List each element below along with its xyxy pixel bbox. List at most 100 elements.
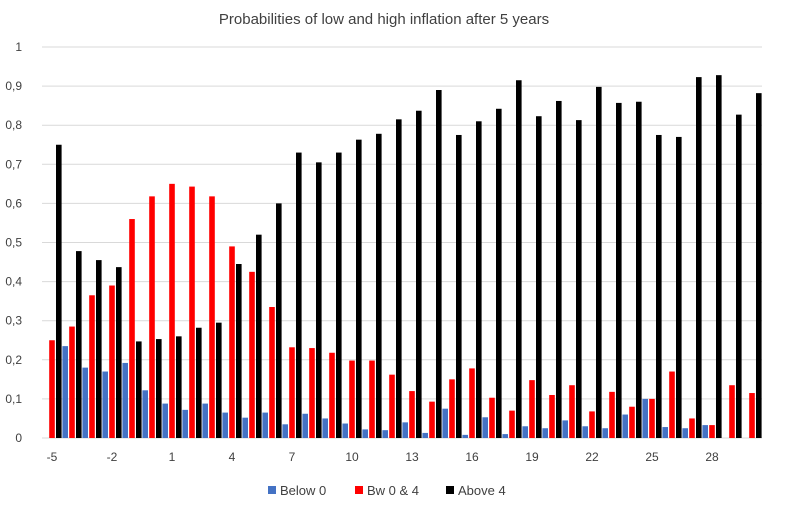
bar-above-4 [756, 93, 762, 438]
bar-bw-0-4 [449, 379, 455, 438]
bar-below-0 [162, 403, 168, 438]
bar-bw-0-4 [569, 385, 575, 438]
bar-below-0 [242, 417, 248, 438]
legend-label: Below 0 [280, 483, 326, 498]
bar-bw-0-4 [69, 326, 75, 438]
bar-bw-0-4 [309, 348, 315, 438]
bar-below-0 [342, 423, 348, 438]
bar-bw-0-4 [189, 186, 195, 438]
legend-swatch [446, 486, 454, 494]
bar-bw-0-4 [629, 406, 635, 438]
bar-below-0 [442, 408, 448, 438]
y-tick-label: 0,9 [5, 79, 22, 93]
bar-above-4 [716, 75, 722, 439]
bar-bw-0-4 [489, 397, 495, 438]
bar-below-0 [462, 434, 468, 438]
x-tick-label: -5 [47, 450, 58, 464]
bar-bw-0-4 [289, 347, 295, 438]
bar-below-0 [82, 367, 88, 438]
bar-below-0 [222, 412, 228, 438]
bar-above-4 [456, 134, 462, 438]
x-tick-label: 1 [169, 450, 176, 464]
bar-bw-0-4 [529, 380, 535, 438]
y-tick-label: 0,5 [5, 236, 22, 250]
bar-above-4 [476, 121, 482, 438]
bar-bw-0-4 [229, 246, 235, 438]
x-tick-label: 22 [585, 450, 599, 464]
bar-above-4 [276, 203, 282, 438]
bar-above-4 [96, 260, 102, 438]
x-tick-label: 4 [229, 450, 236, 464]
bar-below-0 [282, 424, 288, 438]
bar-above-4 [656, 134, 662, 438]
bar-above-4 [316, 162, 322, 438]
legend: Below 0 Bw 0 & 4 Above 4 [268, 483, 506, 498]
bar-below-0 [182, 409, 188, 438]
bar-bw-0-4 [169, 183, 175, 438]
bar-bw-0-4 [209, 196, 215, 438]
bar-bw-0-4 [589, 411, 595, 438]
bar-bw-0-4 [469, 368, 475, 438]
bar-bw-0-4 [129, 219, 135, 438]
bar-above-4 [76, 251, 82, 438]
legend-swatch [355, 486, 363, 494]
y-tick-label: 0 [15, 431, 22, 445]
bar-bw-0-4 [689, 418, 695, 438]
bar-below-0 [262, 412, 268, 438]
bar-above-4 [736, 114, 742, 438]
y-axis-ticks: 0 0,1 0,2 0,3 0,4 0,5 0,6 0,7 0,8 0,9 1 [5, 40, 22, 445]
bar-below-0 [322, 418, 328, 438]
y-tick-label: 0,3 [5, 314, 22, 328]
bar-bw-0-4 [49, 340, 55, 438]
bars [49, 75, 762, 439]
bar-bw-0-4 [729, 385, 735, 438]
bar-bw-0-4 [609, 391, 615, 438]
bar-below-0 [142, 390, 148, 438]
bar-below-0 [402, 422, 408, 438]
bar-above-4 [676, 136, 682, 438]
bar-above-4 [636, 101, 642, 439]
bar-bw-0-4 [509, 410, 515, 438]
bar-above-4 [216, 322, 222, 438]
bar-below-0 [682, 428, 688, 438]
bar-above-4 [196, 327, 202, 438]
bar-above-4 [556, 100, 562, 439]
y-tick-label: 0,6 [5, 196, 22, 210]
bar-below-0 [662, 427, 668, 438]
bar-above-4 [576, 120, 582, 439]
bar-above-4 [356, 139, 362, 439]
bar-below-0 [422, 432, 428, 438]
bar-below-0 [382, 430, 388, 438]
bar-below-0 [542, 428, 548, 438]
bar-above-4 [596, 86, 602, 438]
bar-bw-0-4 [409, 391, 415, 438]
bar-below-0 [122, 362, 128, 438]
bar-below-0 [482, 417, 488, 438]
bar-below-0 [622, 414, 628, 438]
bar-bw-0-4 [149, 196, 155, 438]
bar-above-4 [396, 119, 402, 438]
y-tick-label: 0,1 [5, 392, 22, 406]
x-tick-label: 16 [465, 450, 479, 464]
bar-below-0 [62, 346, 68, 438]
chart-title: Probabilities of low and high inflation … [219, 11, 549, 28]
bar-above-4 [516, 80, 522, 439]
bar-above-4 [296, 152, 302, 438]
bar-below-0 [302, 413, 308, 438]
bar-below-0 [602, 428, 608, 438]
bar-below-0 [502, 434, 508, 438]
x-tick-label: 13 [405, 450, 419, 464]
x-tick-label: 28 [705, 450, 719, 464]
bar-above-4 [256, 234, 262, 438]
bar-below-0 [642, 398, 648, 438]
x-tick-label: 25 [645, 450, 659, 464]
bar-below-0 [102, 371, 108, 438]
x-axis-ticks: -5 -2 1 4 7 10 13 16 19 22 25 28 [47, 450, 719, 464]
legend-label: Above 4 [458, 483, 506, 498]
y-tick-label: 0,4 [5, 275, 22, 289]
bar-bw-0-4 [429, 401, 435, 438]
legend-label: Bw 0 & 4 [367, 483, 419, 498]
bar-bw-0-4 [369, 360, 375, 438]
bar-below-0 [702, 425, 708, 438]
